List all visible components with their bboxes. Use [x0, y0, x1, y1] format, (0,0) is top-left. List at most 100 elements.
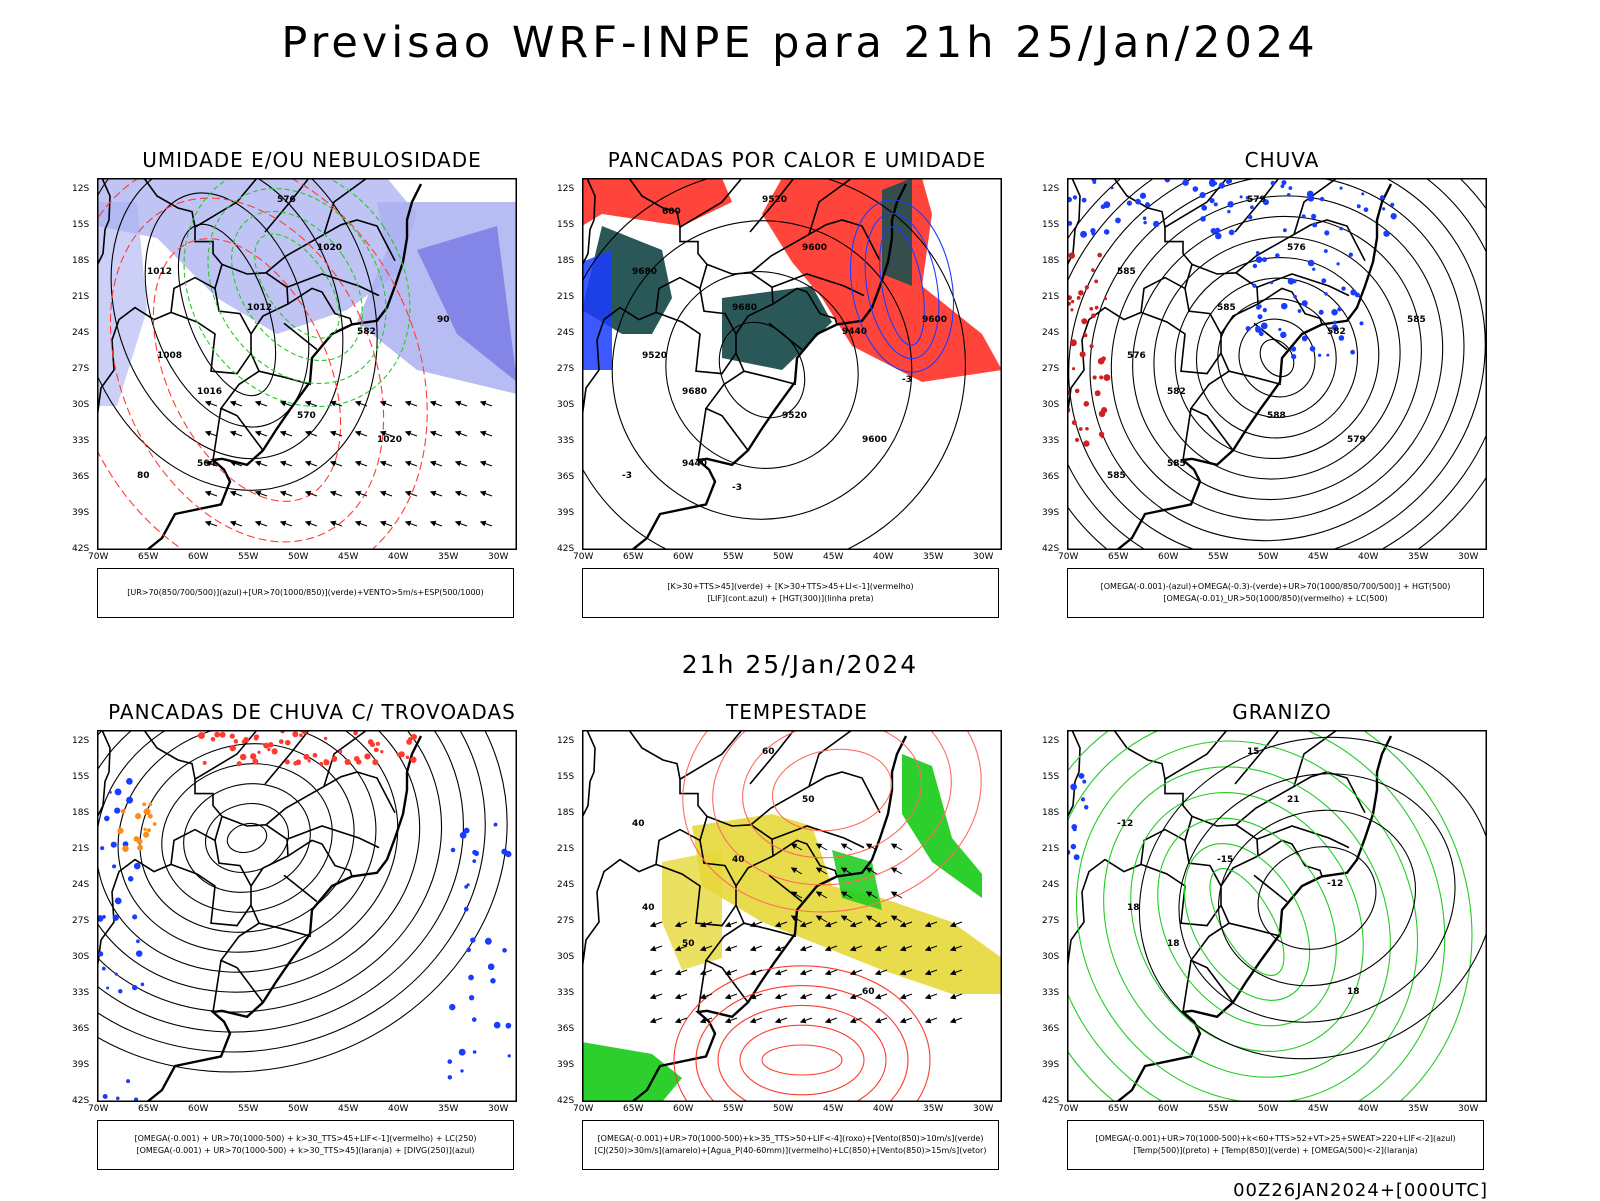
- storm-speck: [233, 739, 239, 744]
- contour-label: 9440: [682, 459, 707, 469]
- rain-speck: [1070, 308, 1074, 312]
- lon-tick-label: 55W: [723, 552, 744, 562]
- lat-tick-label: 27S: [557, 916, 575, 926]
- panel-pancadas-calor: PANCADAS POR CALOR E UMIDADE 12S 15S 18S 21S…: [557, 148, 1037, 638]
- omega-speck: [1280, 302, 1288, 310]
- omega-speck: [1256, 305, 1261, 310]
- pressure-contour: [110, 178, 344, 460]
- lon-tick-label: 55W: [238, 552, 259, 562]
- lon-tick-label: 45W: [338, 1104, 359, 1114]
- wind-vector: [949, 993, 963, 1000]
- contour-label: 9680: [682, 387, 707, 397]
- legend-box: [OMEGA(-0.001)-(azul)+OMEGA(-0.3)-(verde…: [1067, 568, 1484, 618]
- divergence-speck: [132, 914, 138, 920]
- wind-vector: [699, 921, 713, 928]
- temp-500-contour: [1217, 809, 1417, 987]
- divergence-speck: [490, 978, 496, 984]
- country-border: [97, 276, 216, 424]
- omega-speck: [1262, 307, 1268, 313]
- omega-speck: [1152, 220, 1160, 228]
- storm-speck: [405, 755, 410, 760]
- omega-speck: [1290, 346, 1297, 352]
- omega-speck: [1103, 229, 1110, 235]
- wind-vector: [304, 430, 318, 437]
- streamline: [97, 730, 399, 973]
- contour-label: 9680: [632, 267, 657, 277]
- wind-vector: [924, 945, 938, 952]
- orange-speck: [133, 836, 140, 842]
- wind-vector: [379, 490, 393, 497]
- wind-vector: [699, 1017, 713, 1024]
- lon-tick-label: 55W: [1208, 552, 1229, 562]
- wind-vector: [649, 969, 663, 976]
- contour-label: 1020: [317, 243, 342, 253]
- rain-speck: [1078, 427, 1083, 431]
- contour-label: 576: [277, 195, 296, 205]
- wind-vector: [204, 400, 218, 407]
- contour-label: 18: [1347, 987, 1360, 997]
- coastline: [97, 183, 423, 550]
- wind-vector: [924, 993, 938, 1000]
- omega-speck: [1390, 202, 1395, 207]
- weather-map: 9680 9680 9680 9600 9600 9520 9520 9440 9440 9520…: [582, 178, 1002, 550]
- lat-tick-label: 24S: [72, 328, 90, 338]
- temp-850-contour: [1130, 791, 1364, 1053]
- lat-tick-label: 30S: [557, 952, 575, 962]
- wind-vector: [749, 993, 763, 1000]
- omega-speck: [1339, 186, 1343, 190]
- lat-tick-label: 18S: [1042, 256, 1060, 266]
- streamline: [117, 730, 377, 953]
- contour-label: 80: [137, 471, 150, 481]
- lat-tick-label: 36S: [72, 472, 90, 482]
- divergence-speck: [468, 974, 474, 981]
- lon-tick-label: 50W: [1258, 1104, 1279, 1114]
- omega-speck: [1324, 230, 1330, 236]
- legend-line: [K>30+TTS>45](verde) + [K>30+TTS>45+LI<-…: [667, 582, 914, 591]
- omega-speck: [1115, 217, 1121, 224]
- omega-speck: [1218, 182, 1225, 189]
- country-border: [323, 730, 368, 787]
- lon-tick-label: 50W: [773, 552, 794, 562]
- wind-vector: [749, 1017, 763, 1024]
- wind-vector: [724, 1017, 738, 1024]
- wind-vector: [404, 460, 418, 467]
- contour-label: 50: [682, 939, 695, 949]
- omega-speck: [1354, 292, 1360, 298]
- wind-vector: [229, 430, 243, 437]
- contour-label: 585: [1107, 471, 1126, 481]
- temp-850-contour: [1183, 843, 1311, 1001]
- country-border: [97, 178, 111, 266]
- country-border: [699, 288, 749, 451]
- temp-500-contour: [1257, 846, 1377, 950]
- country-border: [214, 840, 264, 1003]
- divergence-speck: [122, 841, 129, 848]
- wind-vector: [254, 400, 268, 407]
- omega-speck: [1317, 353, 1322, 357]
- wind-vector: [379, 430, 393, 437]
- divergence-speck: [464, 885, 468, 889]
- storm-speck: [202, 760, 207, 765]
- rain-speck: [1097, 357, 1105, 365]
- rain-speck: [1084, 285, 1089, 290]
- divergence-speck: [507, 1054, 511, 1058]
- country-border: [679, 178, 743, 228]
- lon-tick-label: 50W: [288, 1104, 309, 1114]
- rain-speck: [1069, 339, 1077, 347]
- omega-speck: [1270, 281, 1274, 285]
- omega-speck: [1227, 209, 1231, 214]
- country-border: [628, 730, 708, 841]
- lon-tick-label: 30W: [488, 1104, 509, 1114]
- lon-tick-label: 60W: [673, 552, 694, 562]
- contour-label: 585: [1117, 267, 1136, 277]
- wind-vector: [824, 945, 838, 952]
- omega-speck: [1336, 262, 1340, 266]
- hail-speck: [1082, 779, 1087, 784]
- legend-box: [UR>70(850/700/500)](azul)+[UR>70(1000/8…: [97, 568, 514, 618]
- omega-speck: [1247, 214, 1253, 220]
- country-border: [194, 730, 258, 780]
- contour-label: 585: [1407, 315, 1426, 325]
- contour-label: 18: [1167, 939, 1180, 949]
- contour-label: -15: [1217, 855, 1233, 865]
- temp-500-contour: [1178, 773, 1456, 1023]
- country-border: [286, 825, 380, 849]
